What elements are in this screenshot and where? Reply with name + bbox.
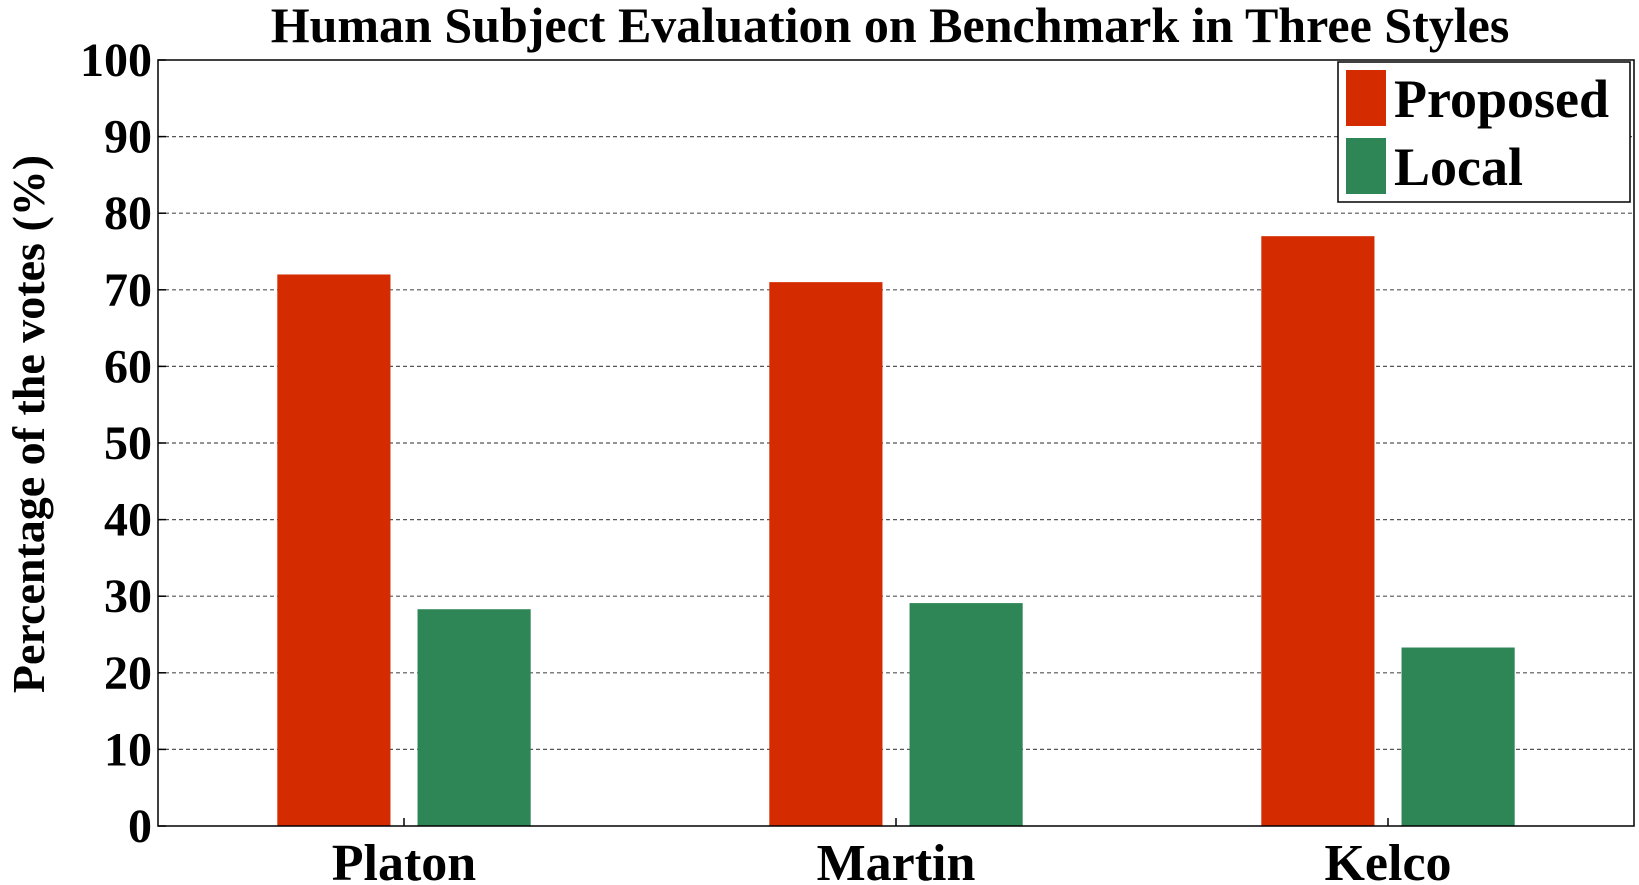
legend: Proposed Local xyxy=(1337,61,1631,203)
y-tick-label-20: 20 xyxy=(104,647,152,700)
bar-proposed-platon xyxy=(277,274,391,827)
y-tick-label-10: 10 xyxy=(104,723,152,776)
bar-proposed-martin xyxy=(769,282,883,826)
y-tick-label-100: 100 xyxy=(80,34,152,87)
legend-label-local: Local xyxy=(1394,137,1523,197)
y-tick-label-0: 0 xyxy=(128,800,152,853)
x-axis-ticks: Platon Martin Kelco xyxy=(332,818,1452,885)
y-tick-label-30: 30 xyxy=(104,570,152,623)
bar-local-platon xyxy=(417,609,531,826)
bars xyxy=(277,236,1515,827)
legend-box xyxy=(1337,61,1631,203)
legend-swatch-proposed xyxy=(1346,70,1386,126)
y-tick-label-40: 40 xyxy=(104,494,152,547)
bar-local-martin xyxy=(909,603,1023,826)
y-tick-label-60: 60 xyxy=(104,340,152,393)
bar-local-kelco xyxy=(1401,647,1515,826)
x-tick-label-platon: Platon xyxy=(332,835,477,885)
y-tick-label-70: 70 xyxy=(104,264,152,317)
y-tick-label-90: 90 xyxy=(104,111,152,164)
x-tick-label-martin: Martin xyxy=(817,835,976,885)
y-axis-ticks: 0 10 20 30 40 50 60 70 80 90 100 xyxy=(80,34,166,853)
bar-proposed-kelco xyxy=(1261,236,1375,826)
y-tick-label-80: 80 xyxy=(104,187,152,240)
y-axis-label: Percentage of the votes (%) xyxy=(3,155,54,693)
y-tick-label-50: 50 xyxy=(104,417,152,470)
grid-lines xyxy=(158,136,1634,751)
chart-title: Human Subject Evaluation on Benchmark in… xyxy=(271,0,1510,53)
legend-label-proposed: Proposed xyxy=(1394,69,1609,129)
x-tick-label-kelco: Kelco xyxy=(1324,835,1451,885)
legend-swatch-local xyxy=(1346,138,1386,194)
